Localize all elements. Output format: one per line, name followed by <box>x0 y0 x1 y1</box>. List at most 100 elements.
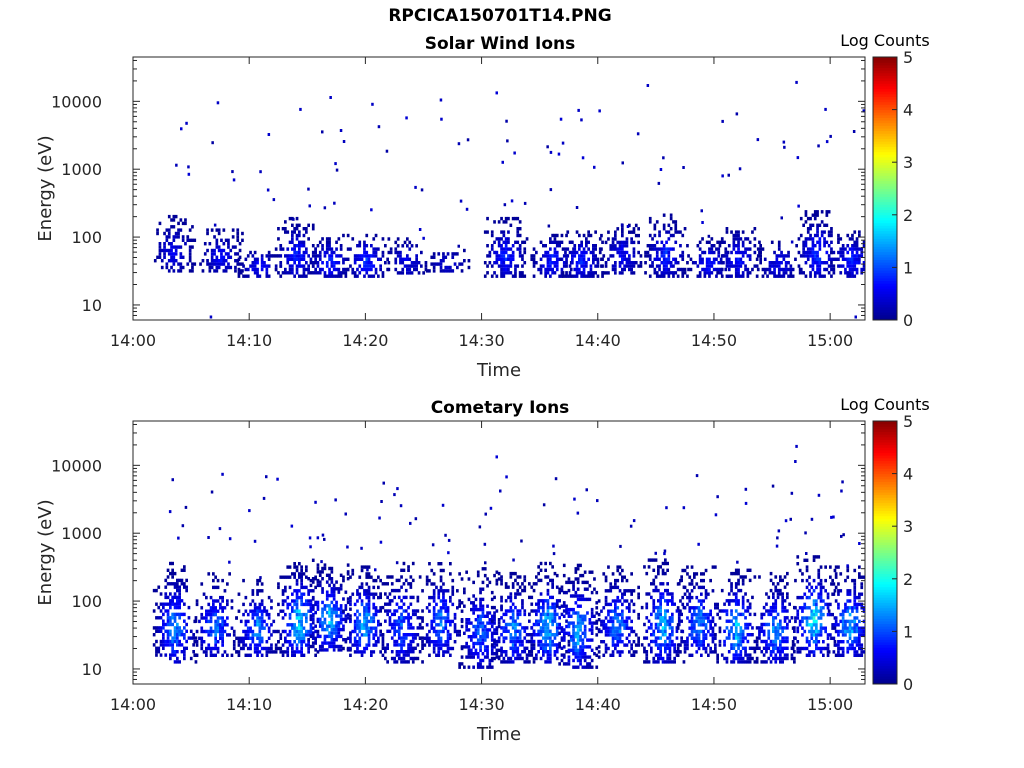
heatmap-cell <box>217 248 221 253</box>
heatmap-cell <box>567 658 571 663</box>
heatmap-cell <box>862 244 865 248</box>
heatmap-cell <box>625 237 629 241</box>
heatmap-cell <box>504 247 508 251</box>
heatmap-cell <box>321 247 324 251</box>
heatmap-cell <box>200 616 204 620</box>
heatmap-cell <box>486 611 489 615</box>
heatmap-cell <box>365 575 369 579</box>
heatmap-cell <box>780 216 783 220</box>
heatmap-cell <box>493 595 496 600</box>
heatmap-cell <box>189 656 193 661</box>
heatmap-cell <box>207 643 211 647</box>
plot-area <box>132 56 866 321</box>
heatmap-cell <box>594 257 597 261</box>
colorbar-band <box>873 104 897 108</box>
heatmap-cell <box>549 633 552 637</box>
heatmap-cell <box>440 117 443 121</box>
heatmap-cell <box>607 257 610 261</box>
heatmap-cell <box>695 582 699 586</box>
heatmap-cell <box>403 240 407 245</box>
heatmap-cell <box>855 261 859 265</box>
heatmap-cell <box>188 245 192 249</box>
heatmap-cell <box>467 648 471 652</box>
heatmap-cell <box>744 660 747 664</box>
heatmap-cell <box>718 616 722 620</box>
heatmap-cell <box>295 599 299 603</box>
heatmap-cell <box>281 589 285 593</box>
heatmap-cell <box>507 216 510 221</box>
heatmap-cell <box>293 623 296 627</box>
heatmap-cell <box>734 585 738 589</box>
heatmap-cell <box>302 636 306 640</box>
heatmap-cell <box>293 247 296 251</box>
heatmap-cell <box>384 650 387 654</box>
heatmap-cell <box>495 250 499 255</box>
heatmap-cell <box>827 271 831 275</box>
heatmap-cell <box>437 650 441 654</box>
heatmap-cell <box>546 605 550 610</box>
heatmap-cell <box>211 141 214 145</box>
heatmap-cell <box>592 247 595 251</box>
heatmap-cell <box>734 568 738 572</box>
heatmap-cell <box>825 223 829 227</box>
heatmap-cell <box>507 660 510 664</box>
heatmap-cell <box>346 267 350 272</box>
heatmap-cell <box>191 262 194 266</box>
heatmap-cell <box>576 641 580 646</box>
heatmap-cell <box>665 257 668 261</box>
heatmap-cell <box>585 244 588 248</box>
heatmap-cell <box>377 575 380 579</box>
heatmap-cell <box>507 585 510 589</box>
heatmap-cell <box>379 595 382 600</box>
heatmap-cell <box>609 626 613 630</box>
heatmap-cell <box>839 237 843 241</box>
heatmap-cell <box>323 566 327 571</box>
heatmap-cell <box>437 609 441 613</box>
heatmap-cell <box>686 636 689 640</box>
heatmap-cell <box>428 578 431 583</box>
heatmap-cell <box>188 259 192 263</box>
colorbar-band <box>873 185 897 189</box>
heatmap-cell <box>388 602 392 606</box>
heatmap-cell <box>286 575 290 579</box>
heatmap-cell <box>474 652 478 656</box>
heatmap-cell <box>486 604 489 608</box>
heatmap-cell <box>234 245 237 249</box>
heatmap-cell <box>220 255 223 259</box>
heatmap-cell <box>690 643 694 647</box>
heatmap-cell <box>639 254 643 258</box>
heatmap-cell <box>560 626 564 630</box>
heatmap-cell <box>495 261 499 265</box>
colorbar-band <box>873 251 897 255</box>
heatmap-cell <box>171 636 174 640</box>
colorbar-band <box>873 230 897 234</box>
heatmap-cell <box>664 616 667 620</box>
heatmap-cell <box>335 614 338 618</box>
heatmap-cell <box>169 622 172 627</box>
heatmap-cell <box>318 644 322 649</box>
heatmap-cell <box>614 636 617 640</box>
heatmap-cell <box>339 129 343 132</box>
heatmap-cell <box>428 629 431 634</box>
heatmap-cell <box>435 623 438 627</box>
heatmap-cell <box>318 580 322 584</box>
heatmap-cell <box>186 238 190 242</box>
heatmap-cell <box>425 582 429 586</box>
heatmap-cell <box>365 257 369 261</box>
heatmap-cell <box>569 580 573 585</box>
heatmap-cell <box>476 624 480 629</box>
heatmap-cell <box>286 595 290 600</box>
heatmap-cell <box>325 261 329 265</box>
heatmap-cell <box>288 216 292 221</box>
heatmap-cell <box>173 612 177 617</box>
heatmap-cell <box>314 585 317 590</box>
heatmap-cell <box>582 274 586 278</box>
heatmap-cell <box>421 589 424 593</box>
heatmap-cell <box>267 612 271 617</box>
heatmap-cell <box>167 231 171 236</box>
heatmap-cell <box>737 244 740 248</box>
heatmap-cell <box>402 616 406 620</box>
heatmap-cell <box>309 609 313 613</box>
heatmap-cell <box>791 267 795 272</box>
heatmap-cell <box>367 254 371 258</box>
